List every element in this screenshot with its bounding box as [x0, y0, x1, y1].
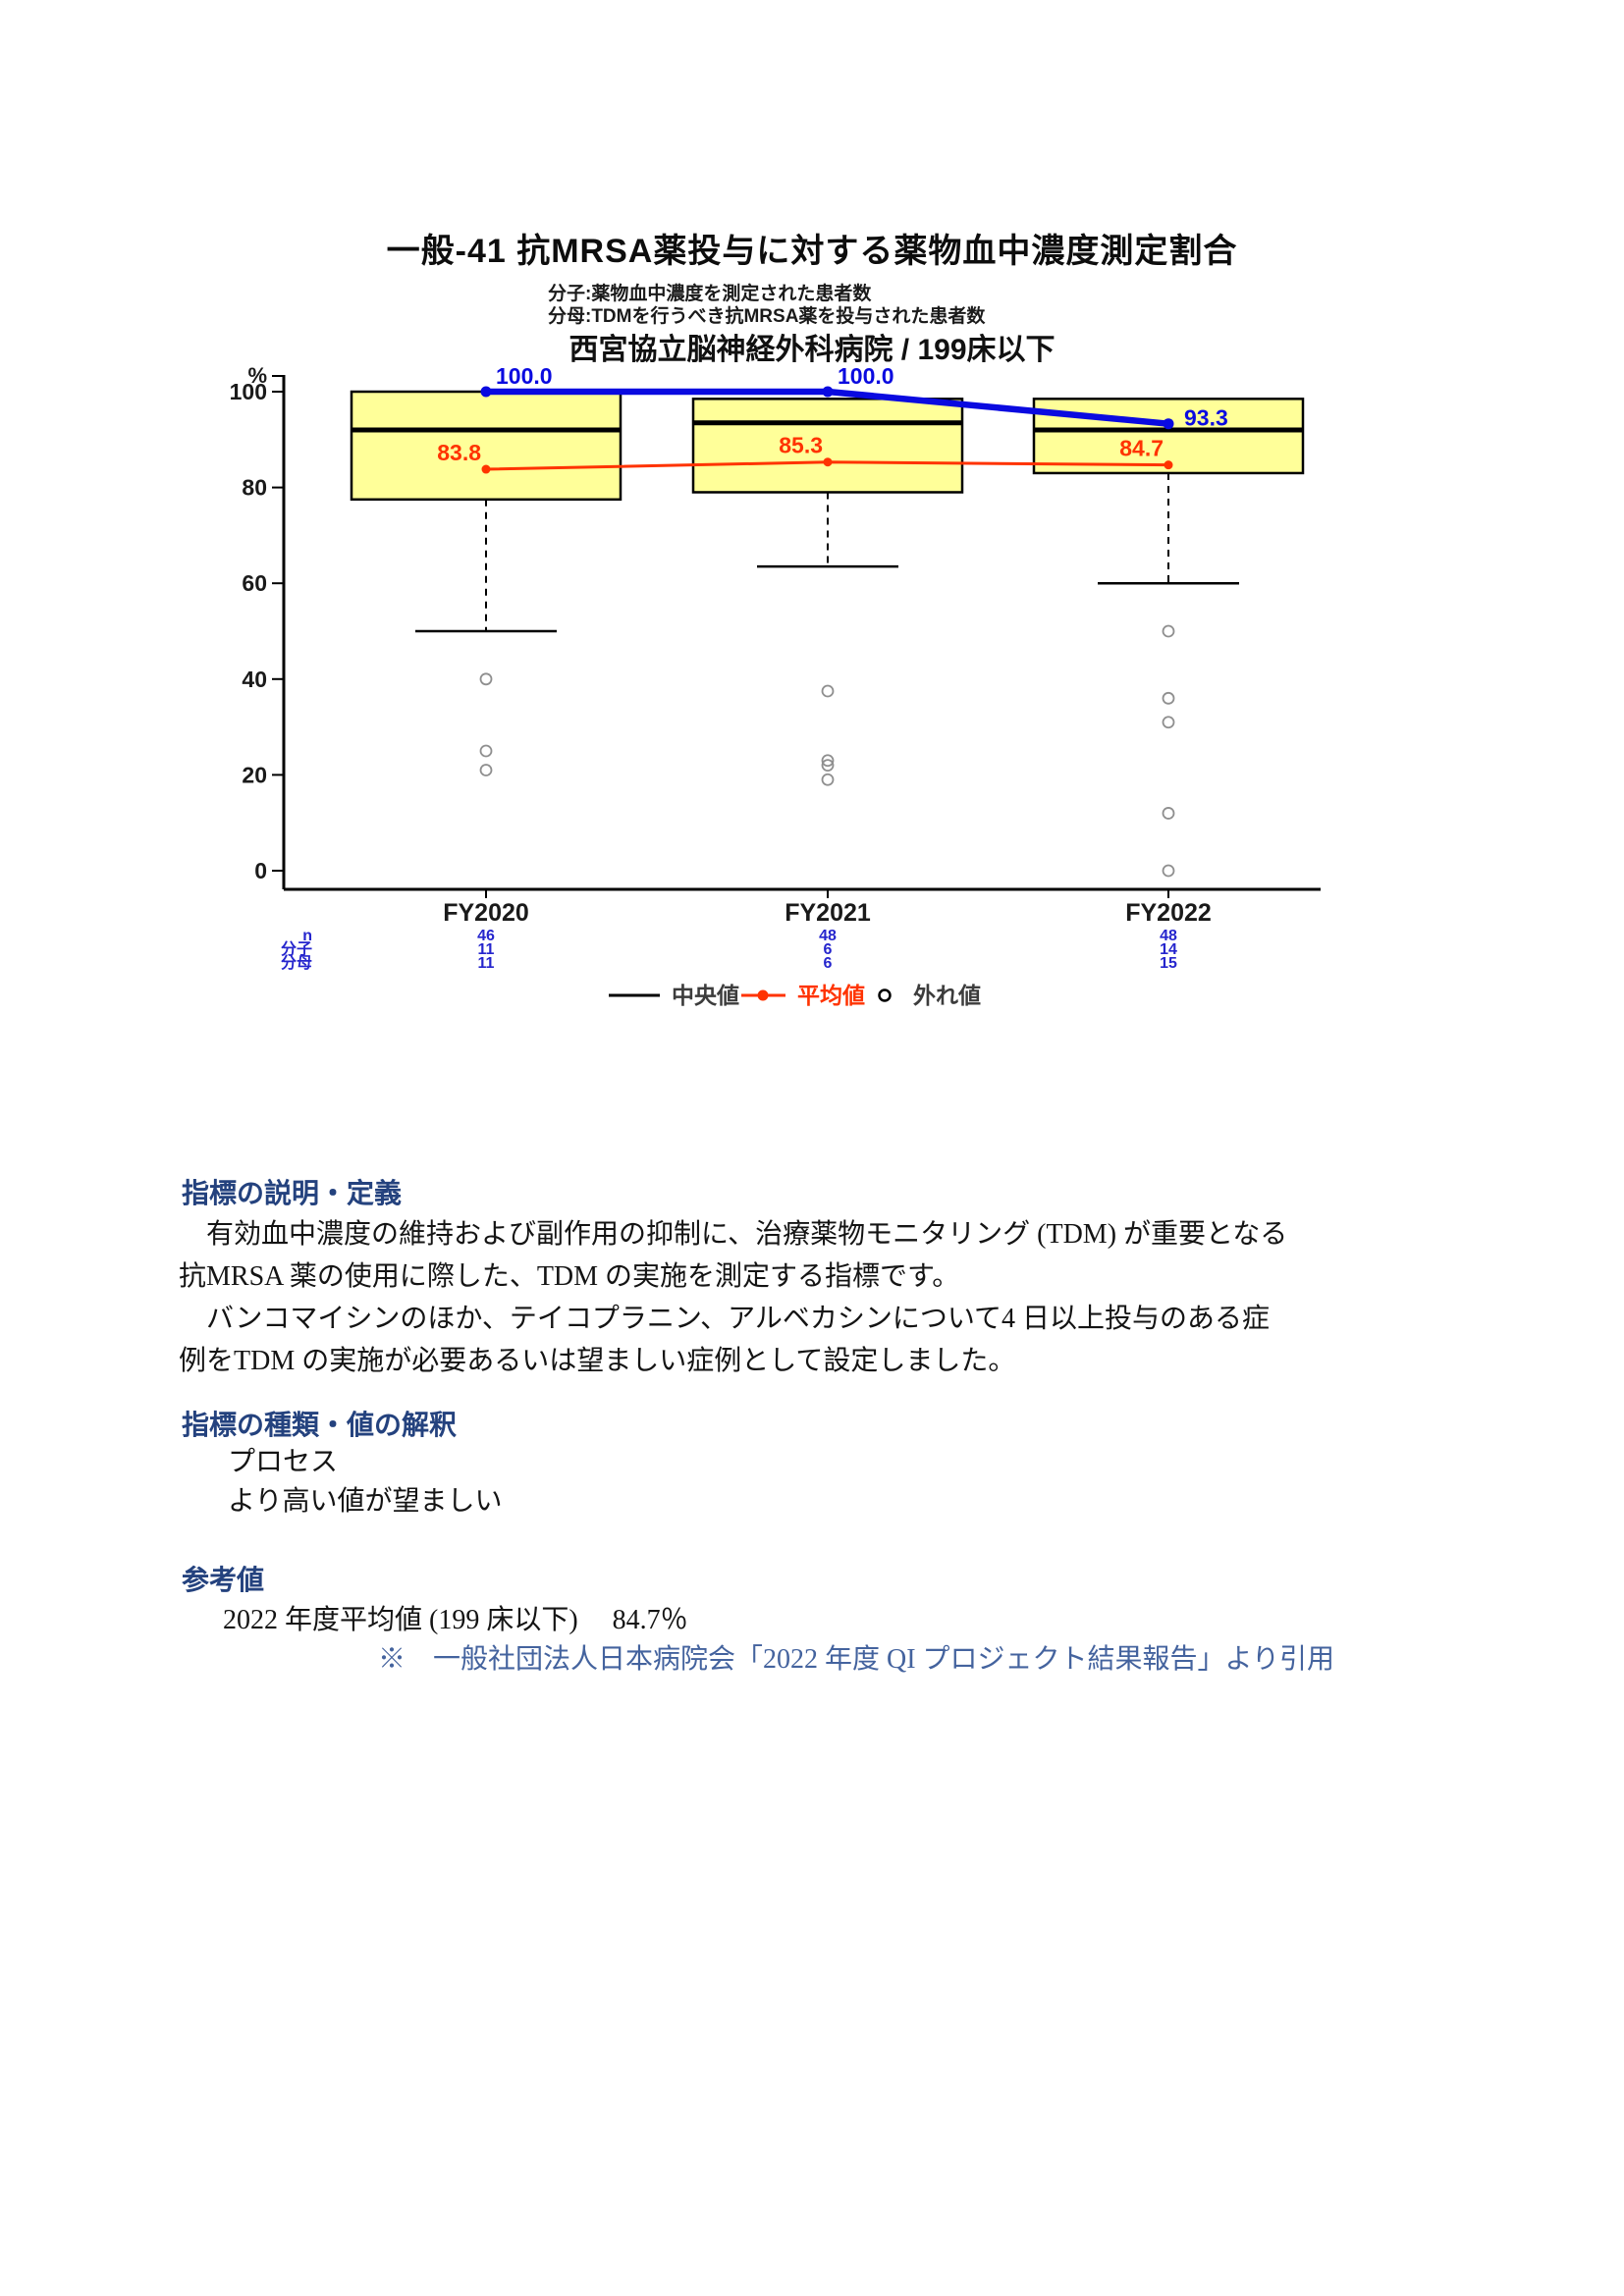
x-axis: FY2020 FY2021 FY2022 [284, 887, 1321, 927]
svg-text:48: 48 [819, 928, 837, 944]
svg-text:FY2022: FY2022 [1125, 899, 1212, 927]
svg-text:15: 15 [1160, 955, 1177, 972]
section-heading-definition: 指標の説明・定義 [182, 1178, 403, 1208]
box-FY2020 [350, 390, 623, 776]
svg-text:40: 40 [242, 667, 267, 692]
svg-text:平均値: 平均値 [797, 983, 865, 1008]
reference-value: 2022 年度平均値 (199 床以下) 84.7％ [223, 1605, 688, 1635]
svg-text:分子: 分子 [281, 940, 312, 958]
box-FY2021 [691, 398, 964, 786]
box-FY2022 [1032, 398, 1305, 878]
svg-text:FY2020: FY2020 [443, 899, 529, 927]
definition-line-1: 有効血中濃度の維持および副作用の抑制に、治療薬物モニタリング (TDM) が重要… [179, 1219, 1288, 1250]
svg-text:48: 48 [1160, 928, 1177, 944]
svg-text:14: 14 [1160, 941, 1177, 958]
y-axis: % 0 20 40 60 80 100 [230, 363, 286, 889]
definition-line-3: バンコマイシンのほか、テイコプラニン、アルベカシンについて4 日以上投与のある症 [179, 1304, 1271, 1334]
section-body-interpretation: プロセス より高い値が望ましい [228, 1443, 502, 1522]
svg-text:84.7: 84.7 [1119, 436, 1164, 461]
svg-text:20: 20 [242, 762, 267, 787]
svg-text:11: 11 [478, 955, 495, 972]
svg-text:83.8: 83.8 [437, 440, 481, 465]
svg-text:0: 0 [254, 858, 267, 883]
series-mean: 83.8 85.3 84.7 [437, 433, 1173, 474]
svg-text:中央値: 中央値 [672, 983, 739, 1008]
svg-text:85.3: 85.3 [779, 433, 823, 458]
legend: 中央値 平均値 外れ値 [609, 983, 981, 1008]
definition-line-4: 例をTDM の実施が必要あるいは望ましい症例として設定しました。 [179, 1346, 1016, 1376]
section-heading-reference: 参考値 [182, 1565, 265, 1595]
chart-subtitle-numerator: 分子:薬物血中濃度を測定された患者数 [548, 284, 872, 304]
section-heading-interpretation: 指標の種類・値の解釈 [182, 1410, 458, 1440]
svg-text:100.0: 100.0 [838, 363, 894, 389]
series-hospital: 100.0 100.0 93.3 [480, 363, 1228, 431]
indicator-type: プロセス [228, 1447, 339, 1477]
svg-text:11: 11 [478, 941, 495, 958]
svg-text:6: 6 [824, 955, 833, 972]
svg-text:80: 80 [242, 475, 267, 501]
svg-text:外れ値: 外れ値 [913, 983, 981, 1008]
svg-text:n: n [302, 928, 312, 944]
chart-title: 一般-41 抗MRSA薬投与に対する薬物血中濃度測定割合 [386, 233, 1238, 270]
definition-line-2: 抗MRSA 薬の使用に際した、TDM の実施を測定する指標です。 [179, 1261, 960, 1292]
chart-subtitle-denominator: 分母:TDMを行うべき抗MRSA薬を投与された患者数 [548, 306, 986, 327]
svg-text:93.3: 93.3 [1184, 405, 1228, 431]
svg-text:6: 6 [824, 941, 833, 958]
svg-text:分母: 分母 [281, 954, 312, 972]
value-interpretation: より高い値が望ましい [228, 1486, 503, 1517]
svg-text:FY2021: FY2021 [785, 899, 871, 927]
svg-text:%: % [247, 363, 267, 388]
section-body-definition: 有効血中濃度の維持および副作用の抑制に、治療薬物モニタリング (TDM) が重要… [179, 1213, 1475, 1382]
facility-heading: 西宮協立脳神経外科病院 / 199床以下 [568, 334, 1056, 366]
svg-text:46: 46 [477, 928, 495, 944]
svg-text:100: 100 [230, 379, 267, 404]
svg-text:60: 60 [242, 570, 267, 596]
counts-table: n 46 48 48 分子 11 6 14 分母 11 6 15 [281, 928, 1177, 972]
reference-citation: ※ 一般社団法人日本病院会「2022 年度 QI プロジェクト結果報告」より引用 [378, 1644, 1334, 1675]
svg-text:100.0: 100.0 [496, 363, 553, 389]
